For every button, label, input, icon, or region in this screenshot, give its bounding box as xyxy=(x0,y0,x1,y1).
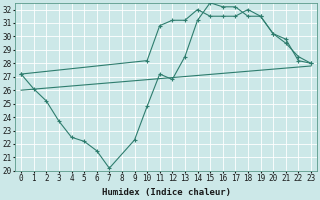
X-axis label: Humidex (Indice chaleur): Humidex (Indice chaleur) xyxy=(101,188,230,197)
